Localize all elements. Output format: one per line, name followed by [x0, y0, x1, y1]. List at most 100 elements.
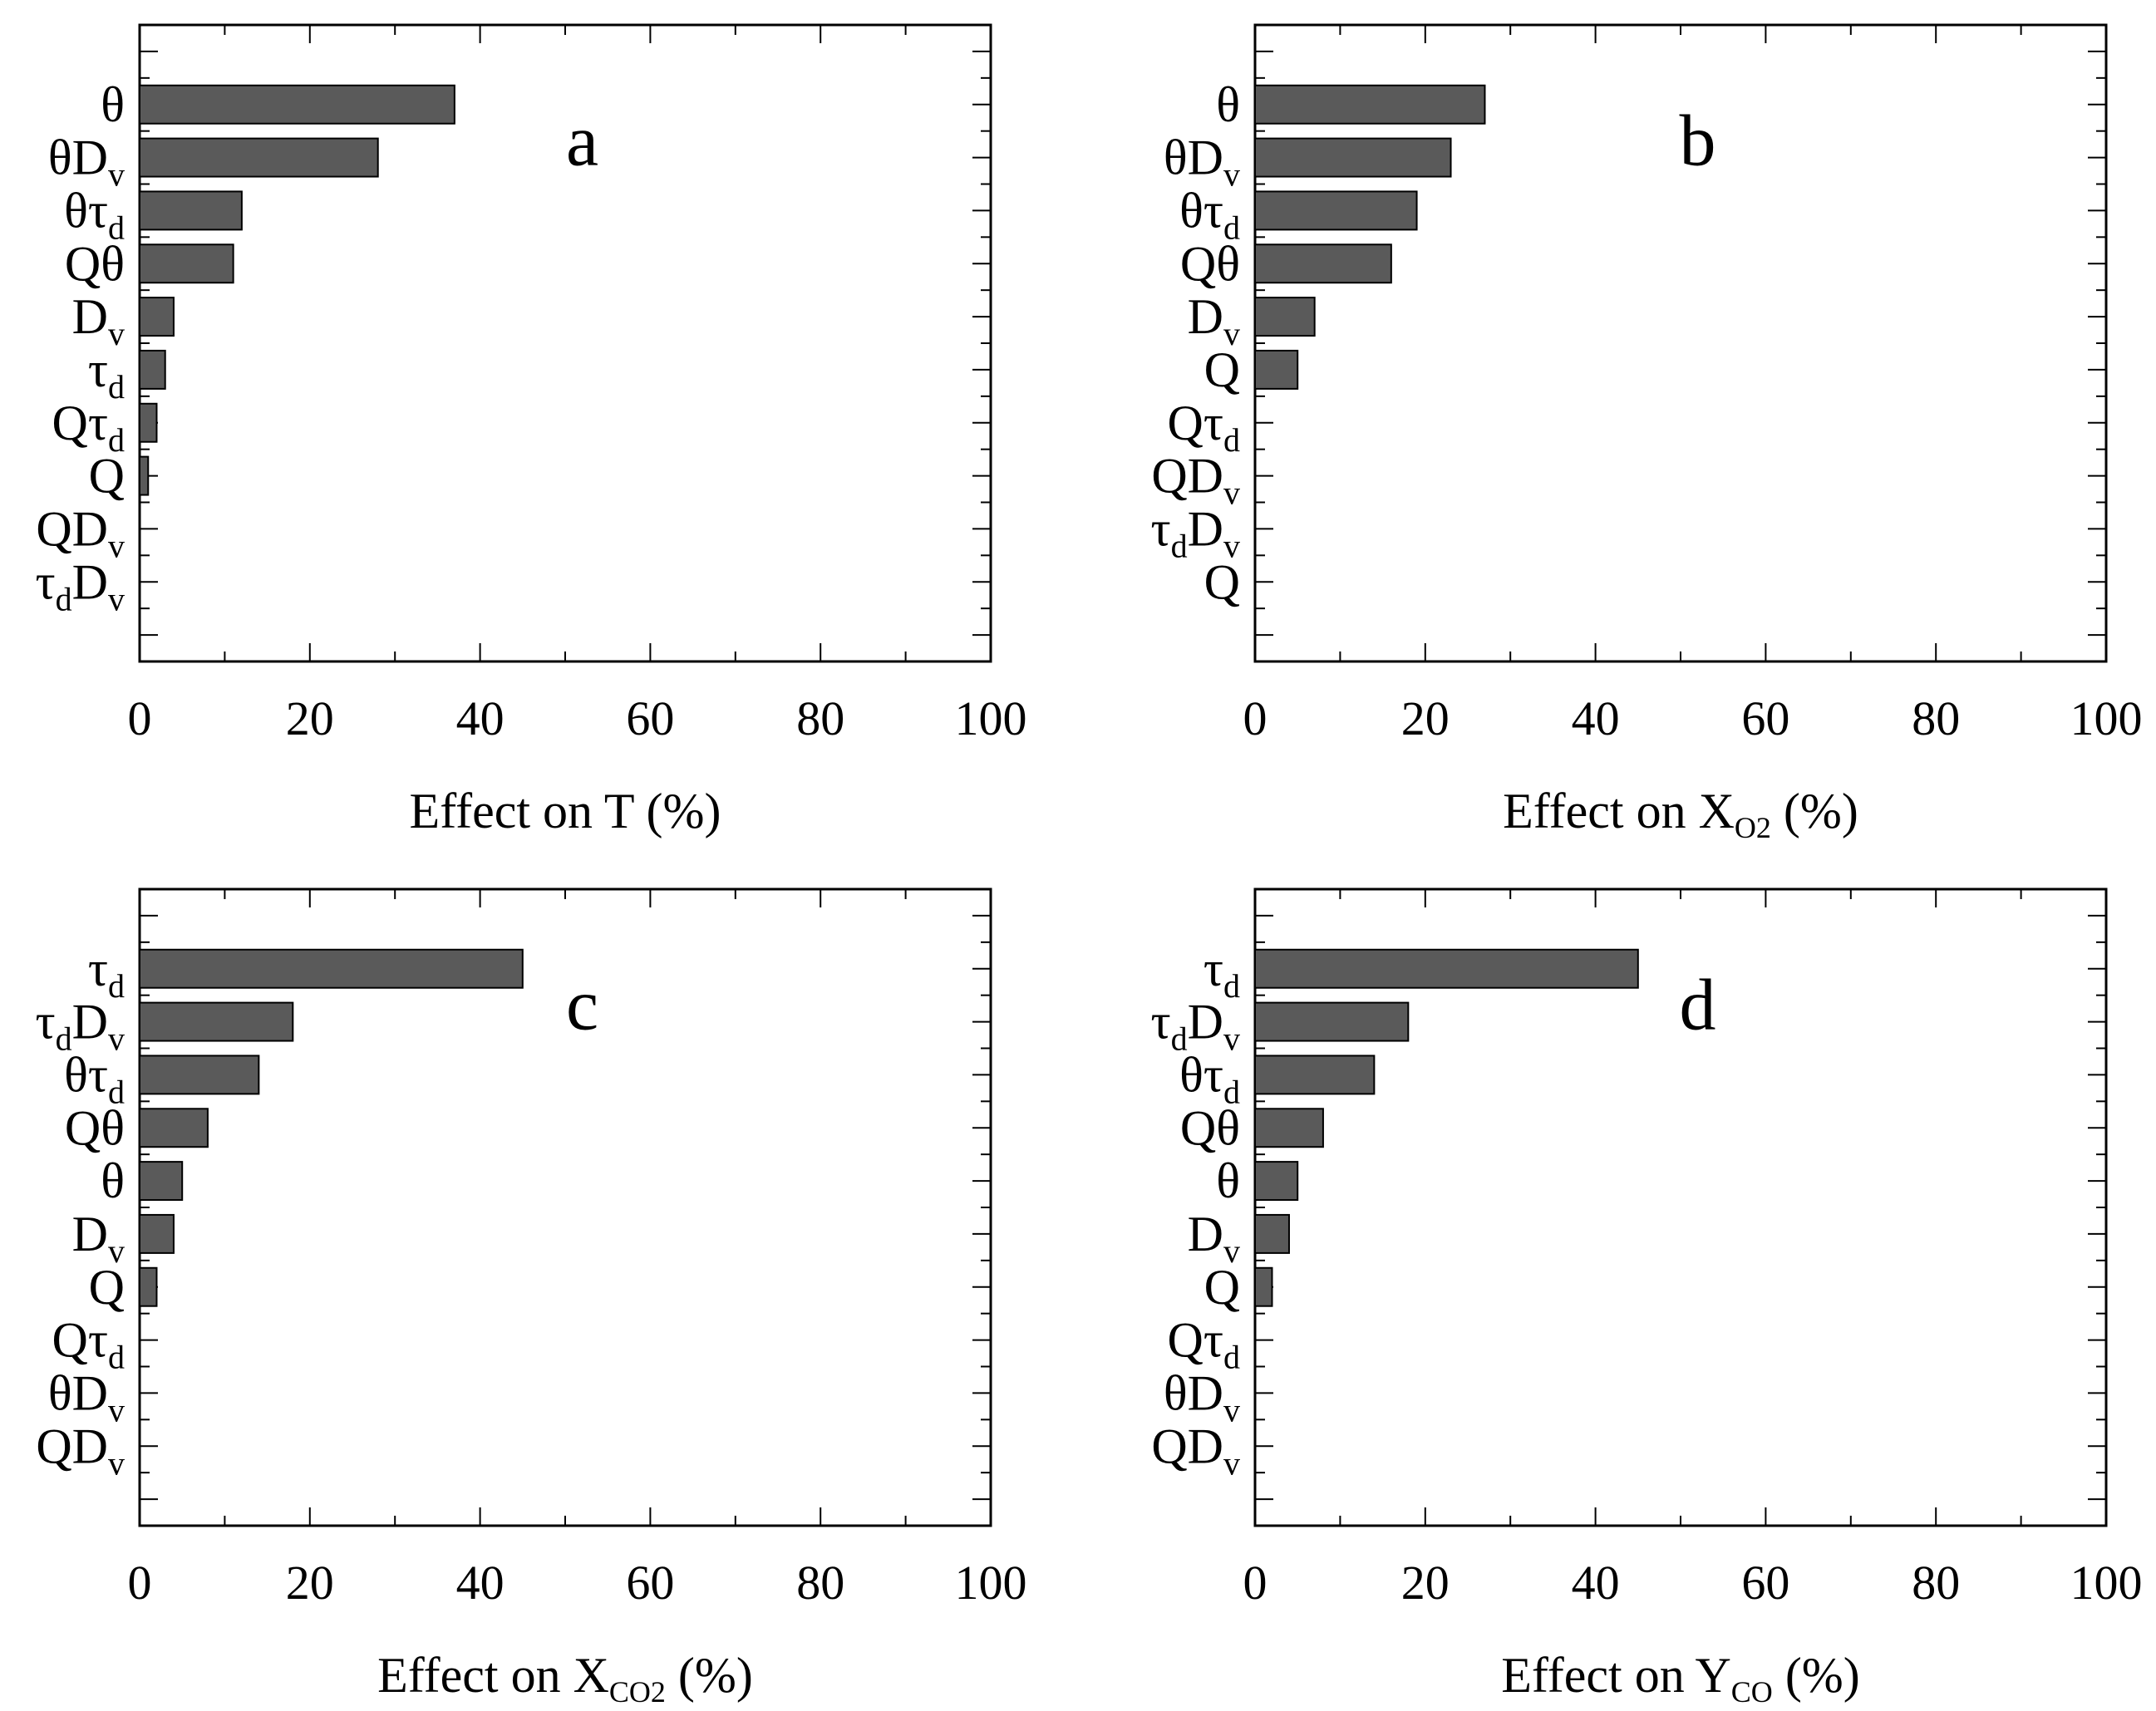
y-tick-label: Qθ	[65, 1100, 125, 1155]
x-tick-label: 80	[796, 691, 844, 745]
bar-1	[139, 84, 455, 125]
x-tick-label: 20	[286, 691, 334, 745]
y-tick-label: τd	[88, 342, 125, 406]
y-tick-label: θτd	[64, 1047, 125, 1110]
y-tick-label: θ	[1216, 1153, 1240, 1208]
y-tick-label: τd	[1204, 942, 1240, 1005]
bar-7	[139, 1266, 158, 1307]
bar-4	[139, 1108, 209, 1148]
y-tick-label: Qθ	[65, 236, 125, 291]
x-tick-label: 100	[2070, 691, 2143, 745]
y-tick-label: θτd	[1179, 183, 1240, 246]
bar-7	[139, 402, 158, 443]
y-tick-label: θ	[1216, 77, 1240, 132]
bar-4	[1254, 1108, 1324, 1148]
bar-3	[1254, 190, 1418, 231]
y-tick-label: θτd	[1179, 1047, 1240, 1110]
x-tick-label: 100	[955, 1556, 1027, 1610]
x-axis-label: Effect on XCO2 (%)	[377, 1648, 753, 1709]
bar-6	[139, 1213, 175, 1254]
x-axis-label: Effect on T (%)	[410, 784, 721, 838]
bar-5	[139, 297, 175, 337]
bar-2	[139, 137, 379, 178]
x-tick-label: 60	[626, 691, 674, 745]
y-tick-label: Q	[89, 1260, 125, 1315]
y-tick-label: Q	[1204, 1260, 1240, 1315]
bar-1	[139, 948, 524, 989]
y-tick-label: τdDv	[36, 995, 125, 1058]
y-tick-label: QDv	[1151, 449, 1240, 512]
bar-3	[139, 1055, 260, 1095]
y-tick-label: QDv	[1151, 1418, 1240, 1482]
bar-2	[1254, 137, 1452, 178]
chart-panel-c: 0 20 40 60 80 100τdτdDvθτdQθθDvQQτdθDvQDvcEff…	[36, 887, 1027, 1709]
y-tick-label: θτd	[64, 183, 125, 246]
x-tick-label: 80	[1912, 1556, 1960, 1610]
x-tick-label: 20	[286, 1556, 334, 1610]
bar-5	[1254, 1161, 1299, 1202]
y-tick-label: θDv	[1164, 1365, 1240, 1428]
bar-7	[1254, 1266, 1273, 1307]
x-tick-label: 80	[796, 1556, 844, 1610]
y-tick-label: Dv	[72, 289, 125, 352]
x-tick-label: 40	[1572, 691, 1620, 745]
chart-panel-b: 0 20 40 60 80 100θθDvθτdQθDvQQτdQDvτdDvQbEffe…	[1151, 23, 2143, 844]
bar-1	[1254, 84, 1486, 125]
y-tick-label: Dv	[1188, 289, 1240, 352]
y-tick-label: Qτd	[52, 1313, 125, 1376]
x-tick-label: 40	[1572, 1556, 1620, 1610]
y-tick-label: Q	[1204, 554, 1240, 609]
x-tick-label: 0	[1243, 691, 1268, 745]
x-tick-label: 20	[1401, 691, 1450, 745]
y-tick-label: τdDv	[36, 554, 125, 617]
chart-panel-d: 0 20 40 60 80 100τdτdDvθτdQθθDvQQτdθDvQDvdEff…	[1151, 887, 2143, 1709]
bar-8	[139, 455, 150, 496]
y-tick-label: Q	[89, 449, 125, 504]
bar-3	[1254, 1055, 1376, 1095]
y-tick-label: Qθ	[1180, 236, 1240, 291]
y-tick-label: Qθ	[1180, 1100, 1240, 1155]
y-tick-label: Qτd	[1168, 396, 1240, 459]
bar-6	[1254, 1213, 1290, 1254]
x-tick-label: 40	[456, 1556, 505, 1610]
y-tick-label: Dv	[72, 1207, 125, 1270]
bar-4	[139, 243, 234, 284]
y-tick-label: QDv	[36, 1418, 125, 1482]
panel-letter: c	[566, 965, 598, 1045]
y-tick-label: τdDv	[1151, 501, 1240, 564]
bar-5	[139, 1161, 184, 1202]
x-tick-label: 0	[1243, 1556, 1268, 1610]
bar-6	[1254, 349, 1299, 390]
bar-3	[139, 190, 243, 231]
x-tick-label: 20	[1401, 1556, 1450, 1610]
y-tick-label: θDv	[48, 130, 125, 194]
x-tick-label: 80	[1912, 691, 1960, 745]
y-tick-label: Qτd	[1168, 1313, 1240, 1376]
y-tick-label: τdDv	[1151, 995, 1240, 1058]
x-axis-label: Effect on YCO (%)	[1501, 1648, 1860, 1709]
y-tick-label: Q	[1204, 342, 1240, 397]
bar-2	[1254, 1001, 1410, 1042]
x-tick-label: 60	[626, 1556, 674, 1610]
panel-letter: b	[1679, 101, 1715, 181]
x-tick-label: 60	[1741, 1556, 1789, 1610]
y-tick-label: QDv	[36, 501, 125, 564]
bar-4	[1254, 243, 1392, 284]
y-tick-label: τd	[88, 942, 125, 1005]
y-tick-label: θ	[101, 1153, 125, 1208]
bar-5	[1254, 297, 1316, 337]
bar-6	[139, 349, 166, 390]
y-tick-label: θ	[101, 77, 125, 132]
bar-1	[1254, 948, 1639, 989]
x-tick-label: 40	[456, 691, 505, 745]
x-tick-label: 60	[1741, 691, 1789, 745]
y-tick-label: Dv	[1188, 1207, 1240, 1270]
x-tick-label: 100	[955, 691, 1027, 745]
y-tick-label: θDv	[48, 1365, 125, 1428]
y-tick-label: Qτd	[52, 396, 125, 459]
x-tick-label: 100	[2070, 1556, 2143, 1610]
x-axis-label: Effect on XO2 (%)	[1503, 784, 1858, 844]
x-tick-label: 0	[128, 691, 152, 745]
